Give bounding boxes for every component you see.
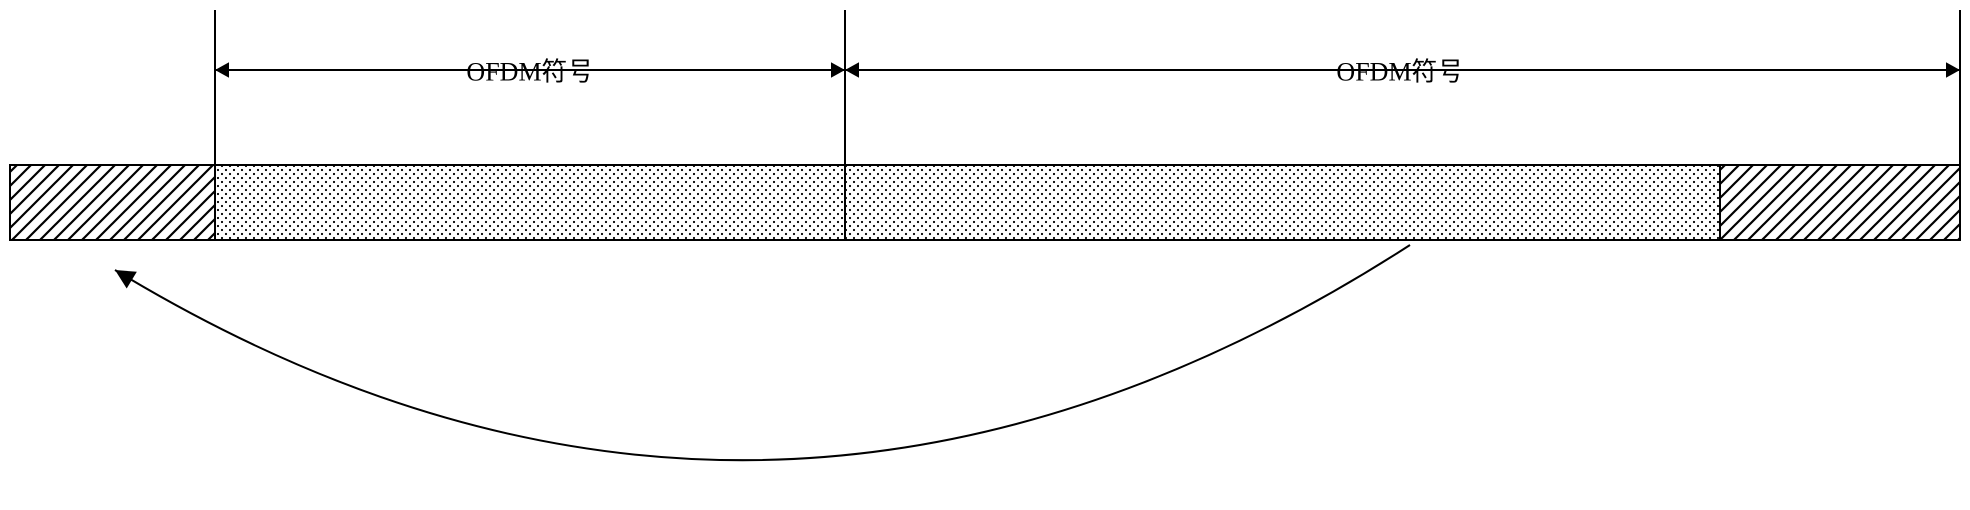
dimension-label-1: OFDM符号 — [466, 52, 593, 89]
svg-overlay — [0, 0, 1970, 510]
dimension-label-2: OFDM符号 — [1336, 52, 1463, 89]
diagram-stage: OFDM符号 OFDM符号 — [0, 0, 1970, 510]
